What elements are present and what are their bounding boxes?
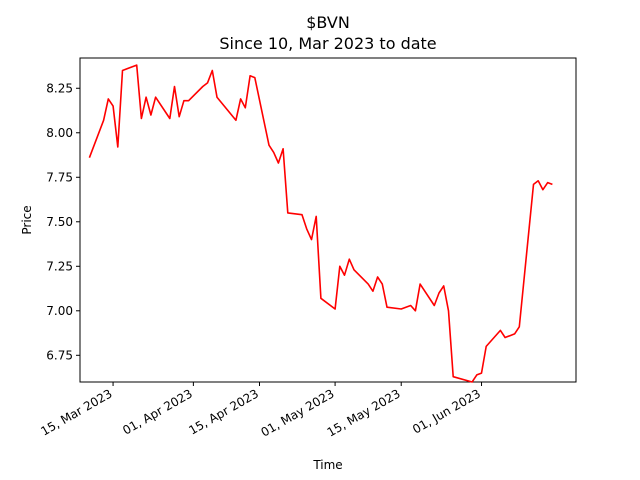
chart-subtitle: Since 10, Mar 2023 to date xyxy=(219,34,436,53)
x-tick-label: 15, Apr 2023 xyxy=(186,386,261,437)
x-tick-label: 01, Apr 2023 xyxy=(120,386,195,437)
y-tick-label: 7.00 xyxy=(46,304,73,318)
y-tick-label: 7.75 xyxy=(46,170,73,184)
x-axis-label: Time xyxy=(312,458,342,472)
chart-title: $BVN xyxy=(306,13,350,32)
x-tick-label: 01, Jun 2023 xyxy=(410,386,483,436)
y-tick-label: 6.75 xyxy=(46,348,73,362)
x-tick-label: 15, Mar 2023 xyxy=(38,386,114,438)
y-tick-label: 8.25 xyxy=(46,81,73,95)
plot-area-frame xyxy=(79,57,577,383)
y-tick-label: 8.00 xyxy=(46,126,73,140)
price-series-line xyxy=(88,64,553,383)
y-tick-label: 7.25 xyxy=(46,259,73,273)
x-tick-label: 15, May 2023 xyxy=(325,386,403,439)
x-tick-label: 01, May 2023 xyxy=(259,386,337,439)
y-tick-label: 7.50 xyxy=(46,215,73,229)
y-axis-label: Price xyxy=(20,205,34,234)
y-axis: 6.75 7.00 7.25 7.50 7.75 8.00 8.25 xyxy=(46,81,80,362)
